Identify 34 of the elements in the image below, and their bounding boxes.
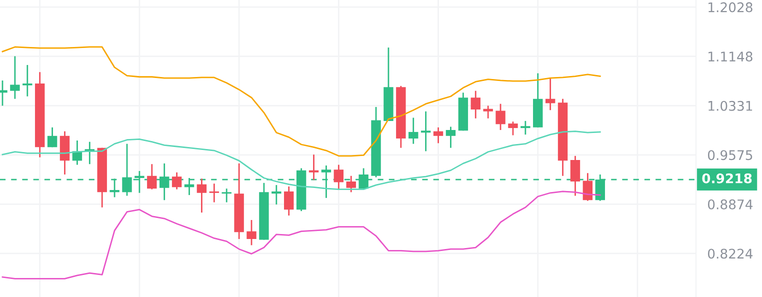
candlestick	[433, 126, 444, 144]
candlestick	[10, 56, 20, 100]
candlestick	[284, 186, 294, 216]
candlestick	[520, 120, 530, 136]
ref-line-label: 0.9218	[702, 173, 752, 184]
candlestick	[446, 126, 456, 149]
candlestick	[222, 188, 232, 203]
candlestick	[545, 76, 556, 111]
candlestick	[470, 90, 480, 120]
candlestick	[334, 164, 344, 191]
candlestick	[420, 110, 431, 152]
y-tick-label: 1.0331	[708, 100, 752, 111]
candlestick	[272, 184, 282, 206]
y-tick-label: 1.1148	[708, 52, 752, 62]
y-tick-label: 0.8224	[708, 248, 753, 259]
candlestick	[346, 175, 356, 193]
candlestick	[147, 163, 157, 190]
y-tick-label: 1.2028	[708, 2, 752, 12]
y-tick-label: 0.9575	[708, 150, 752, 160]
candlestick	[308, 154, 319, 181]
candlestick	[209, 182, 220, 203]
line-series	[2, 46, 601, 157]
line-series	[2, 130, 601, 190]
candlestick	[172, 172, 182, 190]
candlestick	[196, 178, 207, 214]
candlestick	[47, 126, 58, 148]
y-tick-label: 0.8874	[708, 199, 753, 210]
candlestick	[508, 120, 518, 136]
candlestick	[483, 105, 493, 120]
candlestick	[246, 219, 256, 246]
candlestick	[496, 103, 506, 131]
candlestick	[408, 117, 418, 145]
candlestick	[570, 155, 580, 196]
candlestick	[22, 64, 32, 98]
